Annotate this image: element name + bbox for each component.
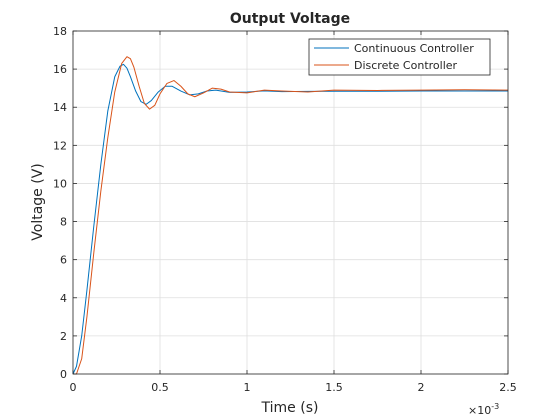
x-exponent-power: -3 bbox=[491, 402, 499, 411]
x-tick-label: 0 bbox=[70, 381, 77, 394]
y-tick-label: 12 bbox=[53, 139, 67, 152]
x-axis-label: Time (s) bbox=[261, 400, 319, 416]
x-tick-label: 2 bbox=[418, 381, 425, 394]
x-tick-label: 0.5 bbox=[151, 381, 169, 394]
legend-label-continuous: Continuous Controller bbox=[354, 42, 474, 55]
y-tick-label: 16 bbox=[53, 63, 67, 76]
legend-label-discrete: Discrete Controller bbox=[354, 59, 458, 72]
y-axis-label: Voltage (V) bbox=[30, 163, 46, 240]
legend: Continuous Controller Discrete Controlle… bbox=[308, 38, 491, 76]
y-tick-label: 0 bbox=[60, 368, 67, 381]
x-exponent-base: ×10 bbox=[468, 404, 491, 417]
discrete-controller-line bbox=[73, 56, 509, 375]
y-tick-label: 8 bbox=[60, 216, 67, 229]
x-tick-label: 1 bbox=[244, 381, 251, 394]
x-tick-label: 1.5 bbox=[325, 381, 343, 394]
x-axis-exponent: ×10-3 bbox=[468, 402, 499, 417]
plot-area-background bbox=[73, 31, 508, 374]
plot-area-border bbox=[72, 30, 509, 375]
y-tick-label: 10 bbox=[53, 177, 67, 190]
x-tick-label: 2.5 bbox=[499, 381, 517, 394]
chart-title: Output Voltage bbox=[230, 11, 350, 27]
legend-box bbox=[308, 38, 491, 76]
y-tick-label: 4 bbox=[60, 292, 67, 305]
y-tick-label: 6 bbox=[60, 254, 67, 267]
y-tick-label: 18 bbox=[53, 25, 67, 38]
y-tick-label: 2 bbox=[60, 330, 67, 343]
series-layer bbox=[72, 56, 509, 375]
y-tick-label: 14 bbox=[53, 101, 67, 114]
axis-ticks: 0 0.5 1 1.5 2 2.5 0 2 4 6 8 10 12 14 16 18 bbox=[53, 25, 517, 394]
